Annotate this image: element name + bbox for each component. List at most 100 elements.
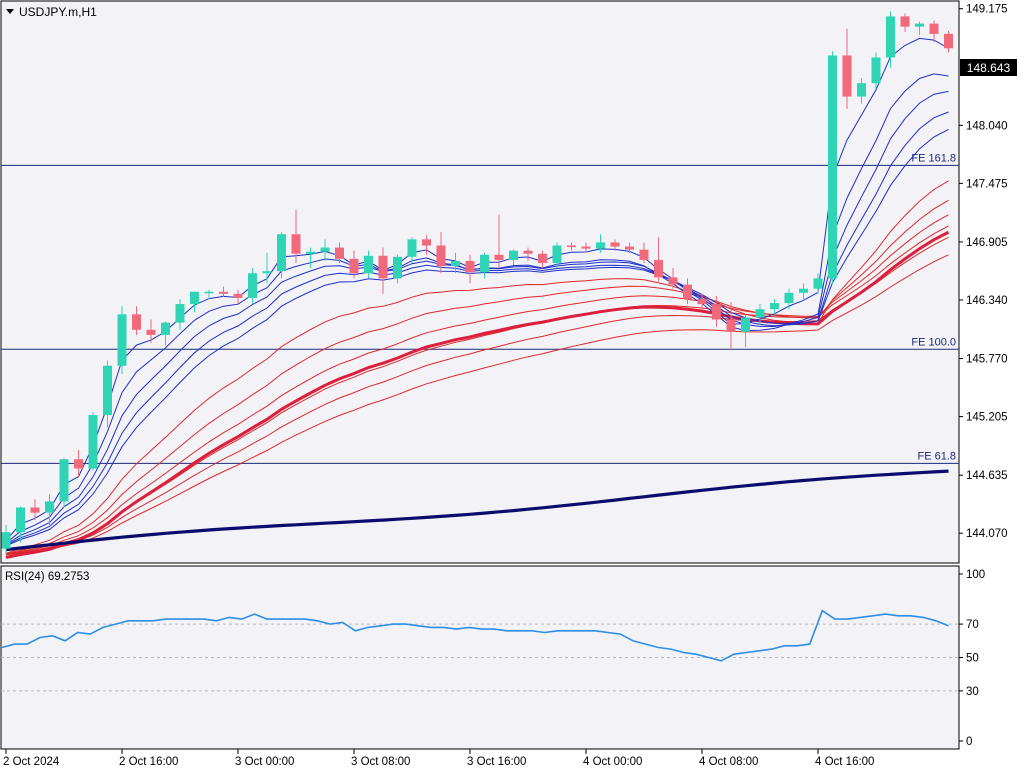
bear-candle — [581, 246, 591, 249]
bear-candle — [900, 16, 910, 27]
bear-candle — [422, 239, 431, 246]
dropdown-triangle-icon[interactable] — [6, 9, 14, 14]
time-tick-label: 2 Oct 16:00 — [119, 756, 178, 768]
bull-candle — [509, 250, 518, 260]
ma-ribbon — [5, 37, 950, 559]
bear-candle — [654, 259, 663, 278]
price-tick-label: 145.770 — [966, 354, 1008, 366]
rsi-panel[interactable] — [0, 565, 960, 750]
bear-candle — [30, 507, 40, 513]
bear-candle — [494, 254, 504, 260]
time-tick-label: 4 Oct 16:00 — [815, 756, 874, 768]
time-axis: 2 Oct 2024 2 Oct 16:00 3 Oct 00:00 3 Oct 08… — [3, 749, 874, 768]
price-tick-label: 145.205 — [966, 412, 1008, 424]
price-tick-label: 144.070 — [966, 528, 1008, 540]
bear-candle — [219, 291, 228, 294]
bear-candle — [683, 284, 692, 299]
rsi-tick-label: 30 — [966, 686, 979, 698]
rsi-indicator: 100 70 50 30 0 — [1, 569, 985, 748]
time-tick-label: 3 Oct 08:00 — [351, 756, 410, 768]
price-tick-label: 146.340 — [966, 295, 1008, 307]
bear-candle — [639, 249, 649, 260]
bull-candle — [799, 288, 808, 293]
bear-candle — [74, 459, 83, 469]
bull-candle — [59, 459, 69, 502]
bear-candle — [523, 250, 533, 254]
bull-candle — [596, 242, 605, 249]
bear-candle — [436, 245, 446, 267]
bear-candle — [567, 245, 576, 248]
fib-label: FE 61.8 — [917, 450, 956, 462]
rsi-tick-label: 70 — [966, 619, 979, 631]
bear-candle — [538, 253, 547, 263]
candles — [1, 11, 953, 555]
bull-candle — [871, 57, 881, 84]
blue-ribbon-line — [5, 128, 949, 547]
bull-candle — [393, 256, 402, 279]
bear-candle — [712, 304, 721, 320]
bull-candle — [451, 260, 460, 267]
fib-label: FE 161.8 — [911, 152, 956, 164]
rsi-line — [1, 609, 949, 662]
time-tick-label: 3 Oct 16:00 — [467, 756, 526, 768]
bear-candle — [625, 246, 634, 250]
price-tick-label: 149.175 — [966, 4, 1008, 16]
bull-candle — [813, 278, 823, 289]
bear-candle — [668, 277, 678, 285]
price-tick-label: 148.040 — [966, 120, 1008, 132]
bull-candle — [117, 314, 127, 366]
red-ribbon-line — [5, 254, 949, 556]
bull-candle — [857, 83, 866, 97]
bull-candle — [262, 271, 272, 274]
bull-candle — [364, 255, 373, 274]
bear-candle — [146, 329, 156, 335]
bull-candle — [103, 365, 112, 416]
price-axis: 149.175 148.040 147.475 146.905 146.340 145.7… — [959, 4, 1008, 540]
time-tick-label: 4 Oct 00:00 — [583, 756, 642, 768]
bull-candle — [248, 273, 257, 298]
bear-candle — [944, 33, 953, 49]
bear-candle — [697, 298, 707, 305]
rsi-label: RSI(24) 69.2753 — [5, 571, 89, 583]
bear-candle — [726, 319, 736, 332]
bull-candle — [770, 303, 779, 310]
bear-candle — [233, 293, 243, 298]
bull-candle — [407, 239, 417, 257]
bull-candle — [204, 291, 214, 294]
rsi-tick-label: 0 — [966, 736, 972, 748]
bull-candle — [886, 16, 895, 58]
fib-label: FE 100.0 — [911, 336, 956, 348]
time-tick-label: 3 Oct 00:00 — [235, 756, 294, 768]
bull-candle — [190, 291, 199, 305]
bear-candle — [291, 234, 301, 254]
price-panel[interactable] — [0, 0, 960, 564]
bull-candle — [1, 532, 11, 549]
bull-candle — [320, 247, 330, 252]
bull-candle — [306, 251, 315, 254]
bull-candle — [741, 317, 750, 332]
bull-candle — [161, 322, 170, 335]
blue-ribbon-line — [5, 111, 949, 546]
bull-candle — [552, 245, 562, 263]
price-tick-label: 147.475 — [966, 178, 1008, 190]
bear-candle — [842, 55, 852, 97]
last-price-box — [960, 59, 1017, 76]
rsi-tick-label: 100 — [966, 569, 985, 581]
bull-candle — [88, 415, 98, 469]
price-tick-label: 146.905 — [966, 237, 1008, 249]
bear-candle — [378, 255, 388, 279]
bear-candle — [929, 23, 939, 34]
bull-candle — [828, 55, 837, 279]
bull-candle — [45, 501, 54, 513]
bear-candle — [349, 258, 359, 274]
last-price-value: 148.643 — [967, 61, 1011, 75]
red-ribbon-line — [5, 214, 949, 555]
navy-moving-average — [5, 469, 949, 552]
price-tick-label: 144.635 — [966, 470, 1008, 482]
bull-candle — [915, 23, 924, 27]
bull-candle — [480, 254, 489, 273]
bull-candle — [277, 234, 286, 272]
bear-candle — [610, 242, 620, 247]
